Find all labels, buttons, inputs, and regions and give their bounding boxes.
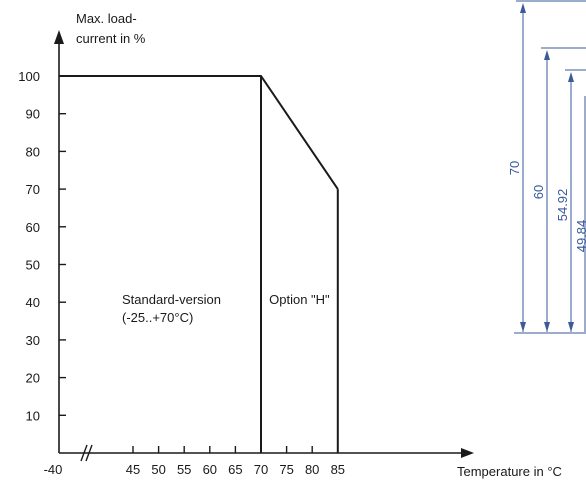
axis-break-mark-2 <box>85 444 93 462</box>
x-tick-label-65: 65 <box>228 462 242 477</box>
x-tick-label-50: 50 <box>151 462 165 477</box>
dimension-arrow-70-bottom-icon <box>520 322 526 332</box>
dimension-label-54-92: 54.92 <box>555 189 570 222</box>
dimension-label-49-84: 49.84 <box>574 220 586 253</box>
region-label-1: Option "H" <box>269 292 330 307</box>
y-tick-label-90: 90 <box>26 107 40 122</box>
dimension-arrows <box>520 3 574 332</box>
region-sublabel-0: (-25..+70°C) <box>122 310 193 325</box>
y-axis-arrow-icon <box>54 30 64 44</box>
y-tick-label-20: 20 <box>26 371 40 386</box>
dimension-arrow-60-top-icon <box>544 50 550 60</box>
dimension-arrow-70-top-icon <box>520 3 526 13</box>
x-tick-label-45: 45 <box>126 462 140 477</box>
x-tick-label-55: 55 <box>177 462 191 477</box>
y-axis-title-line2: current in % <box>76 31 146 46</box>
y-ticks-group: 10 20 30 40 50 60 70 80 90 100 <box>18 69 66 423</box>
y-tick-label-40: 40 <box>26 295 40 310</box>
dimension-arrow-54-top-icon <box>568 72 574 82</box>
y-tick-label-50: 50 <box>26 258 40 273</box>
x-axis-arrow-icon <box>461 448 474 458</box>
y-tick-label-60: 60 <box>26 220 40 235</box>
x-tick-label-70: 70 <box>254 462 268 477</box>
series-line-0 <box>59 75 339 190</box>
dimension-arrow-54-bottom-icon <box>568 322 574 332</box>
y-tick-label-30: 30 <box>26 333 40 348</box>
axis-break-mark-1 <box>80 444 88 462</box>
x-tick-label-start: -40 <box>44 462 63 477</box>
y-tick-label-70: 70 <box>26 182 40 197</box>
x-ticks-group: 45 50 55 60 65 70 75 80 85 <box>126 446 345 477</box>
regions-group: Standard-version (-25..+70°C) Option "H" <box>122 76 339 453</box>
dimension-label-70: 70 <box>507 161 522 175</box>
dimension-arrow-60-bottom-icon <box>544 322 550 332</box>
y-tick-label-10: 10 <box>26 408 40 423</box>
x-tick-label-60: 60 <box>203 462 217 477</box>
y-tick-label-80: 80 <box>26 144 40 159</box>
series-group <box>59 75 339 190</box>
y-axis-title-line1: Max. load- <box>76 11 137 26</box>
x-tick-label-85: 85 <box>331 462 345 477</box>
x-tick-label-80: 80 <box>305 462 319 477</box>
x-axis-title: Temperature in °C <box>457 464 562 479</box>
dimension-drawing <box>514 0 586 334</box>
dimension-label-60: 60 <box>531 185 546 199</box>
region-label-0: Standard-version <box>122 292 221 307</box>
x-tick-label-75: 75 <box>279 462 293 477</box>
y-tick-label-100: 100 <box>18 69 40 84</box>
